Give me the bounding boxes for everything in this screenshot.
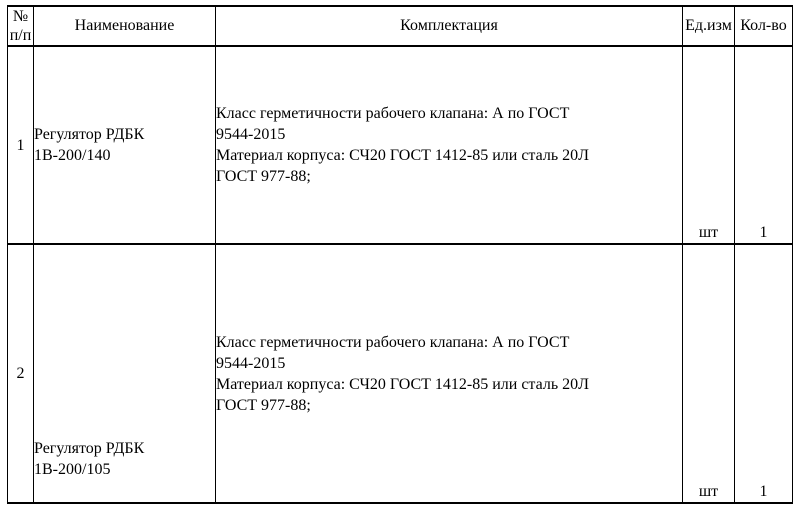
header-cell-qty: Кол-во (734, 5, 793, 47)
equipment-spec-table: № п/п Наименование Комплектация Ед.изм К… (7, 5, 793, 504)
header-cell-num: № п/п (7, 5, 34, 47)
spec-line: 9544-2015 (216, 354, 286, 372)
spec-line: 9544-2015 (216, 126, 286, 143)
header-num-line2: п/п (9, 27, 32, 44)
table-row-2: 2 Регулятор РДБК 1В-200/105 Класс гермет… (7, 243, 793, 504)
header-cell-unit: Ед.изм (682, 5, 735, 47)
spec-line: Материал корпуса: СЧ20 ГОСТ 1412-85 или … (216, 147, 589, 164)
spec-line: ГОСТ 977-88; (216, 168, 311, 185)
spec-cell: Класс герметичности рабочего клапана: А … (215, 45, 683, 245)
spec-line: Класс герметичности рабочего клапана: А … (216, 333, 570, 351)
spec-line: ГОСТ 977-88; (216, 396, 311, 414)
spec-cell: Класс герметичности рабочего клапана: А … (215, 243, 683, 504)
header-cell-spec: Комплектация (215, 5, 683, 47)
header-row: № п/п Наименование Комплектация Ед.изм К… (7, 5, 793, 47)
qty-cell: 1 (734, 243, 793, 504)
spec-line: Материал корпуса: СЧ20 ГОСТ 1412-85 или … (216, 375, 589, 393)
row-number: 1 (7, 45, 34, 245)
item-name-cell: Регулятор РДБК 1В-200/105 (33, 243, 216, 504)
spec-line: Класс герметичности рабочего клапана: А … (216, 105, 570, 122)
qty-cell: 1 (734, 45, 793, 245)
unit-cell: шт (682, 45, 735, 245)
item-name: Регулятор РДБК 1В-200/105 (34, 440, 145, 478)
header-cell-name: Наименование (33, 5, 216, 47)
table-row-1: 1 Регулятор РДБК 1В-200/140 Класс гермет… (7, 45, 793, 245)
unit-cell: шт (682, 243, 735, 504)
item-name-cell: Регулятор РДБК 1В-200/140 (33, 45, 216, 245)
item-name: Регулятор РДБК 1В-200/140 (34, 126, 145, 164)
header-num-line1: № (12, 8, 29, 25)
row-number: 2 (7, 243, 34, 504)
